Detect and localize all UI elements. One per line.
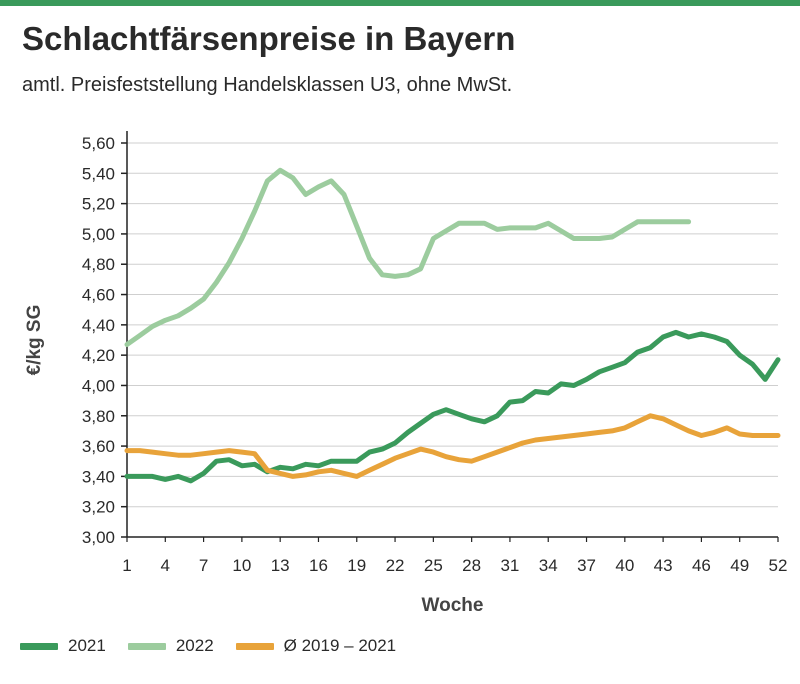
legend-swatch <box>127 642 166 650</box>
y-tick-label: 5,20 <box>82 195 115 214</box>
y-tick-label: 4,00 <box>82 376 115 395</box>
x-tick-label: 4 <box>161 556 170 575</box>
y-tick-label: 3,60 <box>82 437 115 456</box>
x-tick-label: 46 <box>692 556 711 575</box>
axes <box>126 131 778 538</box>
x-tick-label: 40 <box>615 556 634 575</box>
legend: 2021 2022 Ø 2019 – 2021 <box>20 636 418 656</box>
x-tick-label: 49 <box>730 556 749 575</box>
y-tick-label: 4,60 <box>82 286 115 305</box>
x-tick-label: 31 <box>500 556 519 575</box>
y-axis-title: €/kg SG <box>24 305 45 376</box>
series-line-2019-2021 <box>124 413 781 479</box>
y-tick-label: 3,00 <box>82 528 115 547</box>
y-tick-label: 3,20 <box>82 498 115 517</box>
x-tick-label: 1 <box>122 556 131 575</box>
legend-item: Ø 2019 – 2021 <box>235 636 397 656</box>
legend-label: Ø 2019 – 2021 <box>283 636 397 655</box>
legend-item: 2021 <box>20 636 106 656</box>
y-tick-label: 4,40 <box>82 316 115 335</box>
legend-swatch <box>235 642 274 650</box>
y-tick-label: 4,80 <box>82 255 115 274</box>
x-tick-label: 10 <box>232 556 251 575</box>
series-line-2021 <box>124 329 781 484</box>
y-tick-label: 5,00 <box>82 225 115 244</box>
y-tick-label: 3,80 <box>82 407 115 426</box>
x-tick-label: 34 <box>539 556 558 575</box>
y-tick-labels: 3,00 3,20 3,40 3,60 3,80 4,00 4,20 4,40 4,60 4,80… <box>82 134 127 547</box>
line-chart: 3,00 3,20 3,40 3,60 3,80 4,00 4,20 4,40 4,60 4,80… <box>24 131 787 616</box>
x-tick-label: 28 <box>462 556 481 575</box>
x-tick-labels: 1 4 7 10 13 16 19 22 25 28 31 34 37 40 43 46 49 52 <box>122 537 787 575</box>
y-tick-label: 4,20 <box>82 346 115 365</box>
y-tick-label: 3,40 <box>82 467 115 486</box>
legend-swatch <box>20 642 58 650</box>
x-tick-label: 52 <box>769 556 788 575</box>
series-line-2022 <box>124 167 692 347</box>
brand-bar <box>0 0 800 6</box>
chart-title: Schlachtfärsenpreise in Bayern <box>22 20 516 57</box>
legend-item: 2022 <box>127 636 214 656</box>
x-axis-title: Woche <box>422 595 484 616</box>
grid-lines <box>127 142 778 508</box>
chart-subtitle: amtl. Preisfeststellung Handelsklassen U… <box>22 74 513 96</box>
legend-label: 2022 <box>175 636 214 655</box>
x-tick-label: 16 <box>309 556 328 575</box>
x-tick-label: 25 <box>424 556 443 575</box>
legend-label: 2021 <box>68 636 106 655</box>
x-tick-label: 7 <box>199 556 208 575</box>
x-tick-label: 13 <box>271 556 290 575</box>
x-tick-label: 22 <box>386 556 405 575</box>
x-tick-label: 19 <box>347 556 366 575</box>
y-tick-label: 5,60 <box>82 134 115 153</box>
y-tick-label: 5,40 <box>82 164 115 183</box>
x-tick-label: 37 <box>577 556 596 575</box>
x-tick-label: 43 <box>654 556 673 575</box>
series-lines <box>124 167 781 484</box>
